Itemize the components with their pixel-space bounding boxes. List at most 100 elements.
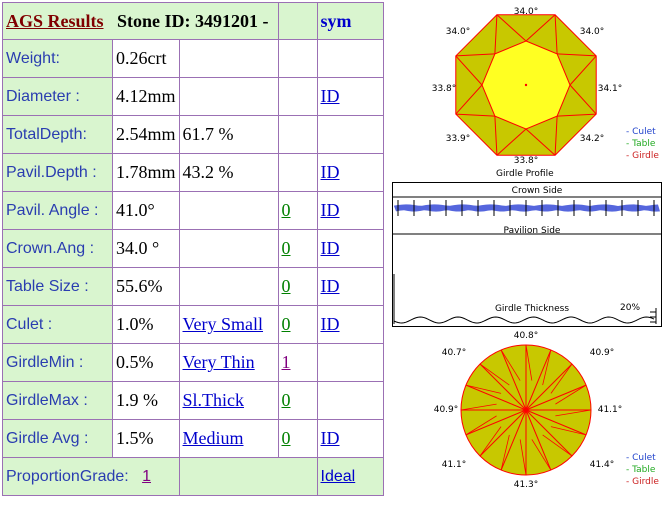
girdle-profile-caption: Girdle Profile: [496, 169, 554, 179]
row-label: Pavil.Depth :: [2, 153, 113, 192]
row-code: 0: [277, 267, 318, 306]
pavilion-kite-line: [555, 409, 592, 417]
pav-angle-top: 40.8°: [514, 331, 539, 341]
table-row: TotalDepth: 2.54mm 61.7 %: [2, 115, 384, 154]
row-label: Culet :: [2, 305, 113, 344]
crown-facet-line: [557, 53, 597, 57]
girdle-ticks: [397, 200, 655, 216]
pavilion-facet-line: [500, 409, 527, 471]
row-label: Table Size :: [2, 267, 113, 306]
pav-legend-girdle: - Girdle: [626, 477, 659, 487]
row-label-text: Weight:: [6, 49, 60, 67]
row-id-link[interactable]: ID: [320, 428, 340, 448]
row-grade-link[interactable]: Medium: [182, 428, 244, 448]
row-value-text: 41.0°: [116, 200, 155, 220]
row-code-link[interactable]: 0: [281, 390, 291, 410]
row-label-text: Diameter :: [6, 87, 80, 105]
pav-angle-left: 40.9°: [434, 405, 459, 415]
row-id: ID: [316, 191, 384, 230]
row-label: Girdle Avg :: [2, 419, 113, 458]
row-code-link[interactable]: 0: [281, 200, 291, 220]
row-code-link[interactable]: 0: [281, 276, 291, 296]
row-id-link[interactable]: ID: [320, 238, 340, 258]
row-code-link[interactable]: 0: [281, 314, 291, 334]
header-row: AGS Results Stone ID: 3491201 - sym: [2, 2, 384, 40]
pavilion-facet-line: [525, 409, 573, 457]
pavilion-kite-line: [465, 384, 502, 394]
row-label: GirdleMin :: [2, 343, 113, 382]
row-id: ID: [316, 419, 384, 458]
pav-angle-bottom-right: 41.4°: [590, 460, 615, 470]
row-detail: Very Thin: [178, 343, 279, 382]
pavilion-facet-line: [525, 349, 552, 411]
row-value: 1.5%: [112, 419, 180, 458]
pavilion-facet-line: [465, 384, 527, 411]
row-id-link[interactable]: ID: [320, 200, 340, 220]
table-row: Pavil. Angle : 41.0° 0 ID: [2, 191, 384, 230]
crown-angle-top-left: 34.0°: [446, 27, 471, 37]
row-code: [277, 39, 318, 78]
crown-facet-line: [455, 113, 495, 117]
crown-facet-line: [455, 84, 483, 115]
table-row: Diameter : 4.12mm ID: [2, 77, 384, 116]
row-value-text: 0.26crt: [116, 48, 167, 68]
row-value: 41.0°: [112, 191, 180, 230]
proportion-grade-link[interactable]: Ideal: [320, 467, 356, 485]
pavilion-kite-line: [479, 426, 502, 457]
row-value-text: 4.12mm: [116, 86, 176, 106]
results-title[interactable]: AGS Results: [6, 10, 104, 31]
row-detail: 61.7 %: [178, 115, 279, 154]
pavilion-facet-line: [525, 409, 552, 471]
pavilion-kite-line: [550, 363, 573, 394]
row-value: 4.12mm: [112, 77, 180, 116]
crown-facet-line: [494, 14, 498, 54]
row-id-link[interactable]: ID: [320, 162, 340, 182]
row-grade-link[interactable]: Sl.Thick: [182, 390, 245, 410]
proportion-value-link[interactable]: 1: [142, 467, 151, 485]
table-row: GirdleMax : 1.9 % Sl.Thick 0: [2, 381, 384, 420]
crown-facet-line: [494, 116, 498, 156]
row-code: 0: [277, 191, 318, 230]
row-id-link[interactable]: ID: [320, 276, 340, 296]
girdle-band: [394, 204, 660, 212]
row-code-link[interactable]: 0: [281, 238, 291, 258]
pav-legend-table: - Table: [626, 465, 656, 475]
row-code-link[interactable]: 0: [281, 428, 291, 448]
proportion-row: ProportionGrade: 1 Ideal: [2, 457, 384, 496]
row-id: [316, 343, 384, 382]
row-code-link[interactable]: 1: [281, 352, 291, 372]
row-id: ID: [316, 267, 384, 306]
row-value-text: 1.9 %: [116, 390, 158, 410]
girdle-profile-panel: Crown Side Pavilion Side Girdle Thicknes…: [392, 182, 662, 327]
pav-legend-culet: - Culet: [626, 453, 656, 463]
pavilion-kite-line: [531, 439, 552, 471]
crown-angle-bottom: 33.8°: [514, 156, 539, 166]
pavilion-kite-line: [519, 439, 527, 476]
row-value: 0.5%: [112, 343, 180, 382]
pavilion-legend: - Culet - Table - Girdle: [626, 452, 659, 488]
pavilion-kite-line: [460, 403, 497, 411]
crown-angle-bottom-right: 34.2°: [580, 134, 605, 144]
crown-facet-line: [525, 14, 556, 42]
row-value: 0.26crt: [112, 39, 180, 78]
crown-side-label: Crown Side: [512, 186, 563, 196]
row-value: 34.0 °: [112, 229, 180, 268]
pavilion-facet-line: [479, 363, 527, 411]
pavilion-facet-lines: [460, 344, 592, 476]
row-code: [277, 77, 318, 116]
row-grade-link[interactable]: Very Thin: [182, 352, 255, 372]
row-label: GirdleMax :: [2, 381, 113, 420]
crown-facet-line: [557, 113, 597, 117]
row-id-link[interactable]: ID: [320, 314, 340, 334]
crown-angle-right: 34.1°: [598, 84, 623, 94]
row-detail: [178, 229, 279, 268]
row-id-link[interactable]: ID: [320, 86, 340, 106]
crown-angle-left: 33.8°: [432, 84, 457, 94]
pavilion-kite-line: [479, 363, 510, 386]
row-id: ID: [316, 305, 384, 344]
row-label-text: Crown.Ang :: [6, 239, 95, 257]
row-grade-link[interactable]: Very Small: [182, 314, 264, 334]
header-title-cell: AGS Results Stone ID: 3491201 -: [2, 2, 279, 40]
crown-facet-line: [569, 55, 597, 86]
pav-angle-bottom: 41.3°: [514, 480, 539, 490]
